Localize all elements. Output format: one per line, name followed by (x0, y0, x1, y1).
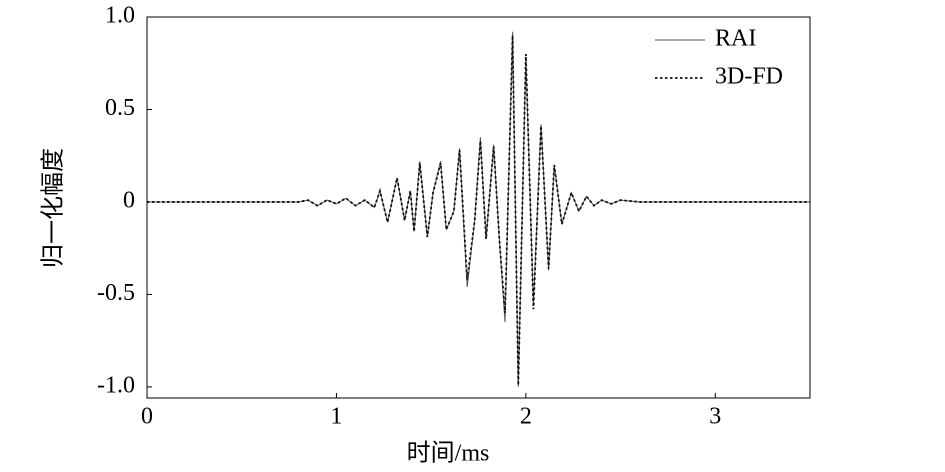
plot-frame (146, 16, 811, 399)
x-tick-label: 0 (141, 404, 153, 430)
legend-label: 3D-FD (715, 64, 783, 90)
x-axis-label: 时间/ms (407, 440, 490, 467)
y-axis-label: 归一化幅度 (40, 148, 67, 268)
legend-label: RAI (715, 26, 756, 52)
series-line (147, 35, 810, 386)
y-tick-label: -0.5 (97, 280, 135, 306)
x-tick-label: 1 (330, 404, 342, 430)
y-tick-label: 1.0 (105, 3, 135, 29)
x-tick-label: 3 (709, 404, 721, 430)
y-tick-label: 0.5 (105, 95, 135, 121)
y-tick-label: 0 (123, 187, 135, 213)
x-tick-label: 2 (520, 404, 532, 430)
series-line (147, 31, 810, 387)
y-tick-label: -1.0 (97, 372, 135, 398)
